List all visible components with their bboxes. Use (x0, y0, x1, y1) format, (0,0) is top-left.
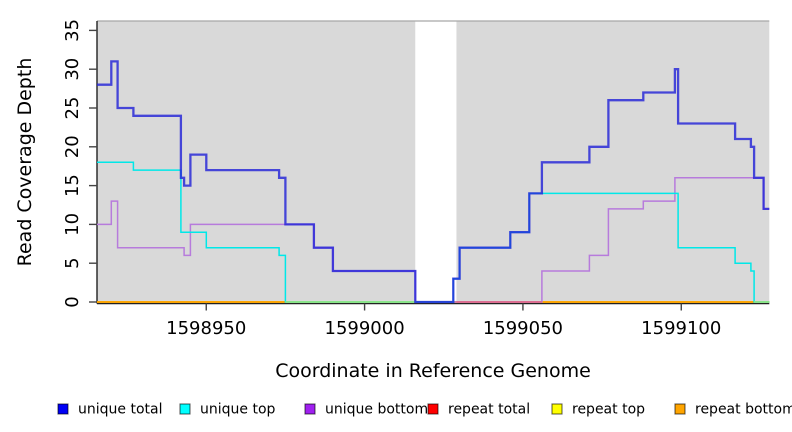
x-tick-label: 1599100 (641, 318, 721, 339)
legend-item-repeat-bottom: repeat bottom (674, 402, 792, 418)
series-unique-total-line (97, 60, 770, 304)
no-data-gap-band (415, 21, 457, 303)
legend-swatch-unique-total (57, 403, 69, 415)
y-tick-label: 10 (62, 213, 83, 236)
legend-swatch-unique-bottom (304, 403, 316, 415)
legend-label: unique total (78, 402, 162, 418)
legend-label: unique bottom (325, 402, 428, 418)
legend-item-unique-total: unique total (57, 402, 162, 418)
legend-label: unique top (200, 402, 276, 418)
legend-item-repeat-top: repeat top (551, 402, 645, 418)
y-tick-label: 5 (62, 257, 83, 268)
legend-swatch-unique-top (179, 403, 191, 415)
y-tick-label: 15 (62, 174, 83, 197)
y-tick-label: 35 (62, 19, 83, 42)
plot-panel-layer (97, 20, 770, 304)
legend-item-unique-bottom: unique bottom (304, 402, 428, 418)
legend-label: repeat top (572, 402, 645, 418)
y-tick-label: 25 (62, 97, 83, 120)
x-tick-label: 1598950 (166, 318, 246, 339)
axis-layer: 1598950 1599000 1599050 1599100 0 5 10 15 20 25 30… (62, 19, 770, 339)
y-tick-label: 20 (62, 135, 83, 158)
x-tick-label: 1599050 (483, 318, 563, 339)
y-tick-label: 30 (62, 58, 83, 81)
legend: unique total unique top unique bottom repea… (57, 402, 792, 418)
legend-swatch-repeat-bottom (674, 403, 686, 415)
y-tick-label: 0 (62, 296, 83, 307)
x-tick-label: 1599000 (325, 318, 405, 339)
legend-swatch-repeat-total (427, 403, 439, 415)
x-axis-title: Coordinate in Reference Genome (275, 360, 591, 382)
y-axis-title: Read Coverage Depth (14, 58, 36, 267)
legend-label: repeat bottom (695, 402, 792, 418)
legend-item-unique-top: unique top (179, 402, 276, 418)
legend-swatch-repeat-top (551, 403, 563, 415)
series-layer (97, 60, 770, 304)
legend-label: repeat total (448, 402, 530, 418)
legend-item-repeat-total: repeat total (427, 402, 530, 418)
